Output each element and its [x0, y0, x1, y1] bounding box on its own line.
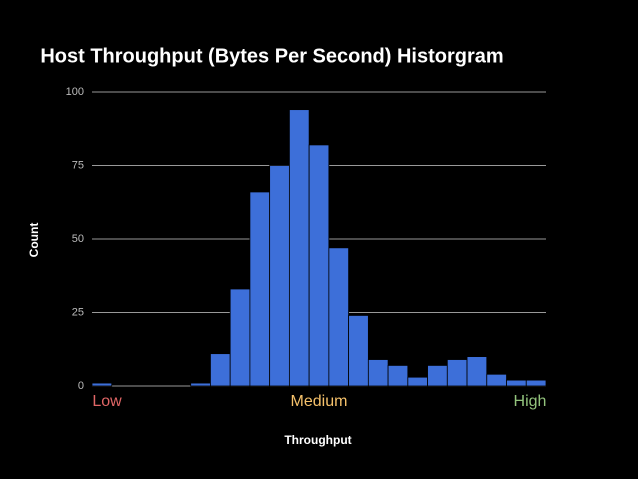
bar [506, 379, 527, 387]
bar [427, 365, 448, 387]
bar [210, 353, 231, 387]
bar [249, 191, 271, 387]
bar [269, 165, 290, 387]
y-axis-label: Count [27, 223, 41, 258]
x-range-label: High [514, 393, 547, 410]
x-range-label: Medium [291, 393, 348, 410]
chart-title: Host Throughput (Bytes Per Second) Histo… [40, 45, 503, 67]
y-tick-label: 0 [78, 380, 84, 392]
bar [348, 315, 369, 387]
y-tick-label: 25 [72, 306, 84, 318]
y-tick-label: 50 [72, 233, 84, 245]
x-range-label: Low [92, 393, 122, 410]
x-axis-label: Throughput [284, 433, 351, 447]
bar [190, 382, 211, 387]
bar [91, 382, 113, 387]
bar [486, 373, 507, 387]
bar [229, 288, 251, 387]
bar [328, 247, 350, 387]
bar [466, 356, 488, 387]
y-tick-label: 75 [72, 159, 84, 171]
bar [308, 144, 330, 387]
y-tick-label: 100 [66, 86, 84, 98]
bar [446, 359, 468, 387]
bar [288, 109, 310, 387]
bar [407, 376, 428, 387]
bar [367, 359, 389, 387]
bar [387, 365, 409, 387]
bar [525, 379, 547, 387]
